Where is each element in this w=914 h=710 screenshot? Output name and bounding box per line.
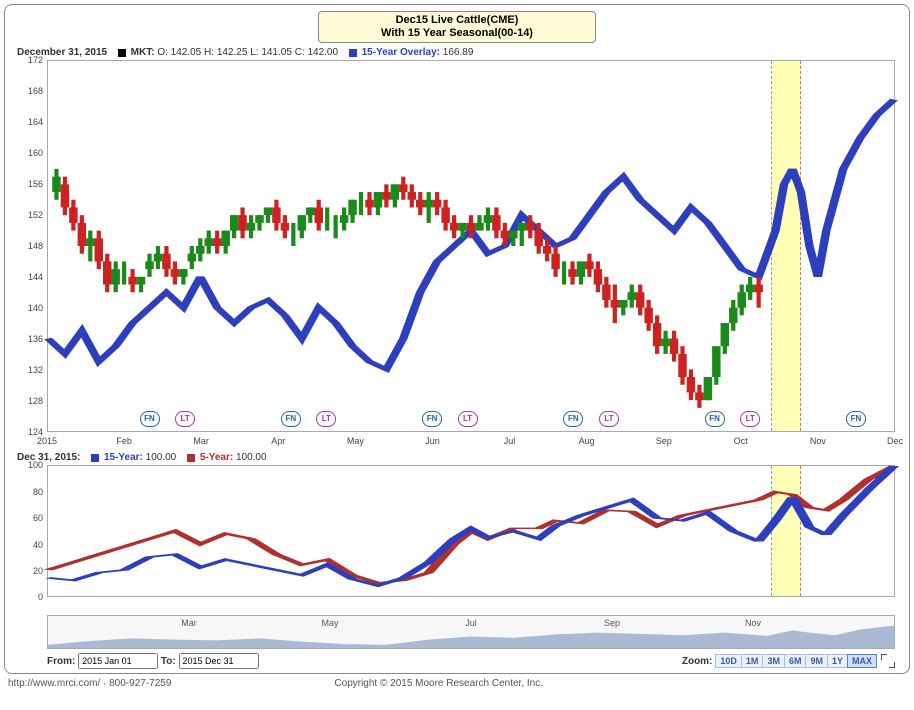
- controls-row: From: To: Zoom: 10D1M3M6M9M1YMAX: [47, 653, 895, 669]
- main-yaxis: 124128132136140144148152156160164168172: [15, 60, 45, 450]
- zoom-3m-button[interactable]: 3M: [762, 654, 785, 668]
- main-legend: December 31, 2015 MKT: O: 142.05 H: 142.…: [13, 45, 901, 60]
- overlay-val: 166.89: [443, 47, 474, 58]
- footer-center: Copyright © 2015 Moore Research Center, …: [334, 678, 543, 689]
- o-val: 142.05: [171, 47, 202, 58]
- navigator-strip[interactable]: MarMayJulSepNov: [47, 615, 895, 649]
- chart-container: Dec15 Live Cattle(CME) With 15 Year Seas…: [4, 4, 910, 674]
- fn-marker: FN: [563, 411, 583, 427]
- mkt-label: MKT:: [131, 47, 155, 58]
- footer: http://www.mrci.com/ · 800-927-7259 Copy…: [4, 678, 910, 689]
- s2-label: 5-Year:: [200, 452, 233, 463]
- date-range: From: To:: [47, 653, 259, 669]
- to-input[interactable]: [179, 653, 259, 669]
- s1-swatch: [91, 454, 99, 462]
- from-input[interactable]: [78, 653, 158, 669]
- main-svg: [48, 61, 894, 431]
- s2-swatch: [187, 454, 195, 462]
- l-label: L:: [250, 47, 258, 58]
- zoom-9m-button[interactable]: 9M: [805, 654, 828, 668]
- lt-marker: LT: [175, 411, 195, 427]
- sub-legend-date: Dec 31, 2015:: [17, 452, 80, 463]
- zoom-label: Zoom:: [682, 656, 713, 667]
- title-line2: With 15 Year Seasonal(00-14): [381, 27, 533, 39]
- overlay-swatch: [349, 49, 357, 57]
- title-line1: Dec15 Live Cattle(CME): [396, 14, 519, 26]
- mkt-swatch: [118, 49, 126, 57]
- marker-layer: FN LT FN LT FN LT FN LT FN LT FN: [48, 411, 894, 427]
- from-label: From:: [47, 656, 75, 667]
- footer-left: http://www.mrci.com/ · 800-927-7259: [8, 678, 171, 689]
- fn-marker: FN: [705, 411, 725, 427]
- sub-yaxis: 020406080100: [15, 465, 45, 615]
- overlay-label: 15-Year Overlay:: [362, 47, 440, 58]
- chart-title: Dec15 Live Cattle(CME) With 15 Year Seas…: [318, 11, 596, 43]
- c-val: 142.00: [307, 47, 338, 58]
- sub-xaxis: [47, 599, 895, 615]
- l-val: 141.05: [261, 47, 292, 58]
- zoom-group: Zoom: 10D1M3M6M9M1YMAX: [682, 654, 895, 668]
- zoom-6m-button[interactable]: 6M: [784, 654, 807, 668]
- sub-svg: [48, 466, 894, 596]
- main-chart[interactable]: 124128132136140144148152156160164168172 …: [13, 60, 901, 450]
- fn-marker: FN: [422, 411, 442, 427]
- sub-plot-area[interactable]: [47, 465, 895, 597]
- h-val: 142.25: [217, 47, 248, 58]
- o-label: O:: [157, 47, 168, 58]
- h-label: H:: [204, 47, 214, 58]
- sub-chart[interactable]: 020406080100: [13, 465, 901, 615]
- zoom-1y-button[interactable]: 1Y: [827, 654, 848, 668]
- zoom-10d-button[interactable]: 10D: [715, 654, 742, 668]
- lt-marker: LT: [316, 411, 336, 427]
- s1-val: 100.00: [146, 452, 177, 463]
- sub-legend: Dec 31, 2015: 15-Year: 100.00 5-Year: 10…: [13, 450, 901, 465]
- fn-marker: FN: [281, 411, 301, 427]
- lt-marker: LT: [740, 411, 760, 427]
- zoom-max-button[interactable]: MAX: [847, 654, 877, 668]
- main-plot-area[interactable]: FN LT FN LT FN LT FN LT FN LT FN: [47, 60, 895, 432]
- fn-marker: FN: [140, 411, 160, 427]
- fullscreen-icon[interactable]: [881, 654, 895, 668]
- s1-label: 15-Year:: [104, 452, 143, 463]
- fn-marker: FN: [846, 411, 866, 427]
- s2-val: 100.00: [236, 452, 267, 463]
- lt-marker: LT: [458, 411, 478, 427]
- lt-marker: LT: [599, 411, 619, 427]
- zoom-1m-button[interactable]: 1M: [741, 654, 764, 668]
- to-label: To:: [161, 656, 176, 667]
- main-xaxis: 2015FebMarAprMayJunJulAugSepOctNovDec: [47, 434, 895, 450]
- c-label: C:: [295, 47, 305, 58]
